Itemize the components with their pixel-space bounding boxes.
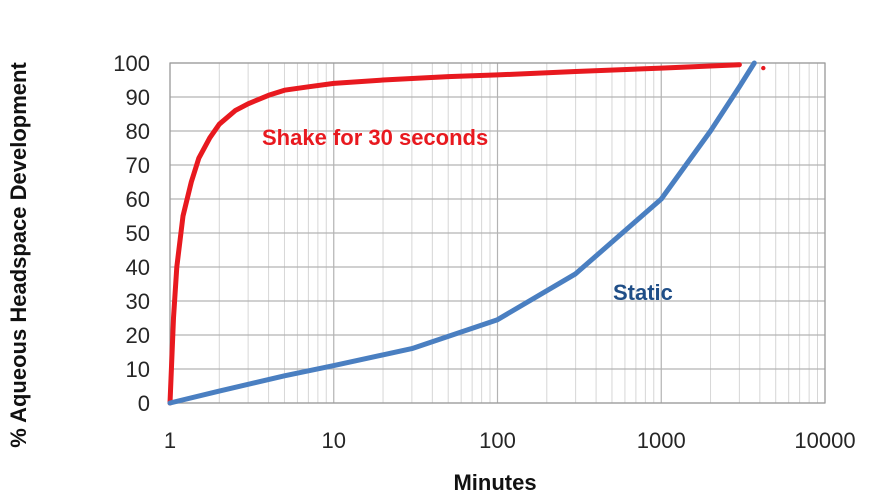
plot-border xyxy=(169,62,826,404)
y-tick-label: 70 xyxy=(126,153,150,178)
x-tick-label: 10 xyxy=(322,428,346,453)
y-axis-title: % Aqueous Headspace Development xyxy=(6,62,31,448)
y-tick-label: 90 xyxy=(126,85,150,110)
series-label-static: Static xyxy=(613,280,673,305)
series-label-shake: Shake for 30 seconds xyxy=(262,125,488,150)
x-tick-labels: 1 10 100 1000 10000 xyxy=(164,428,856,453)
y-tick-label: 100 xyxy=(113,51,150,76)
y-tick-label: 0 xyxy=(138,391,150,416)
y-tick-labels: 0 10 20 30 40 50 60 70 80 90 100 xyxy=(113,51,150,416)
plot-frame xyxy=(169,62,826,404)
series-line-static xyxy=(167,60,757,406)
y-tick-label: 50 xyxy=(126,221,150,246)
x-tick-label: 100 xyxy=(479,428,516,453)
series-layer xyxy=(167,60,766,406)
y-tick-label: 30 xyxy=(126,289,150,314)
x-axis-title: Minutes xyxy=(453,470,536,495)
y-tick-label: 10 xyxy=(126,357,150,382)
y-tick-label: 20 xyxy=(126,323,150,348)
y-tick-label: 80 xyxy=(126,119,150,144)
stray-point xyxy=(761,65,766,71)
x-tick-label: 1 xyxy=(164,428,176,453)
y-tick-label: 60 xyxy=(126,187,150,212)
series-line-shake xyxy=(167,62,742,406)
y-tick-label: 40 xyxy=(126,255,150,280)
x-tick-label: 1000 xyxy=(637,428,686,453)
x-tick-label: 10000 xyxy=(794,428,855,453)
